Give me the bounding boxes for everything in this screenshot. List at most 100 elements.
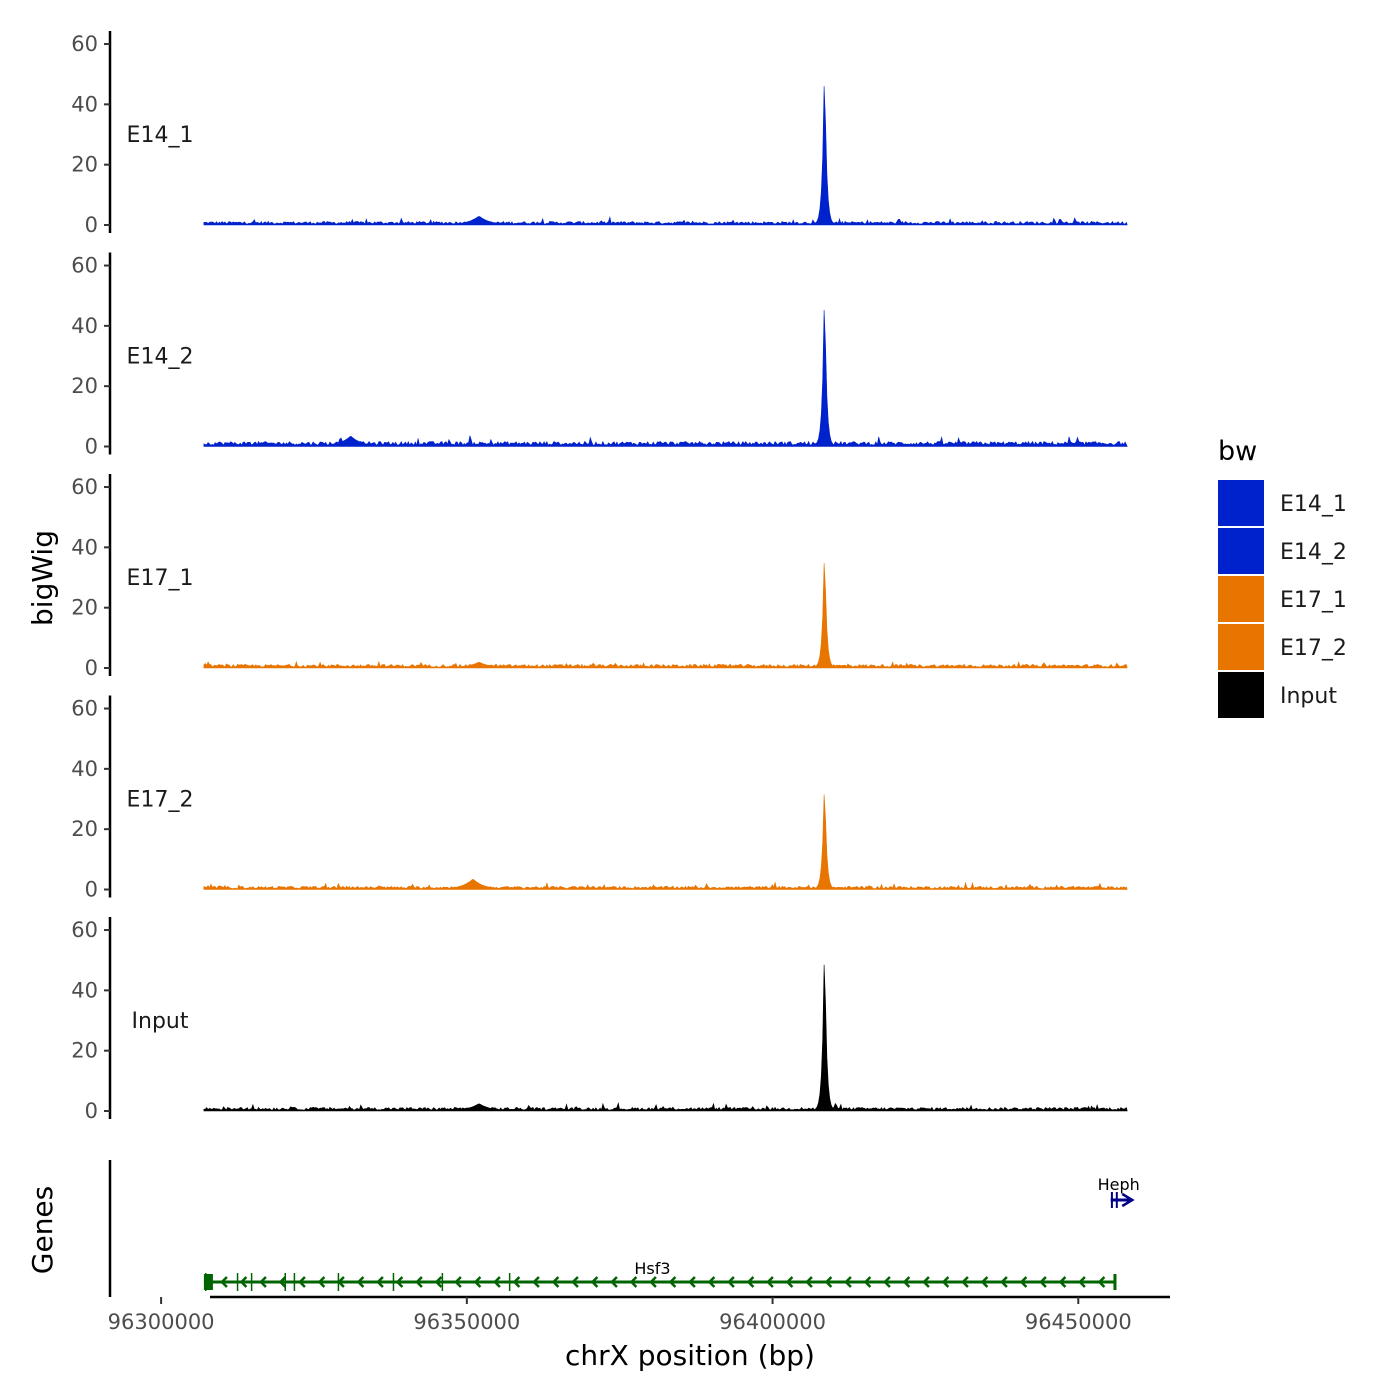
track-label-E14_1: E14_1 (127, 123, 194, 148)
track-label-Input: Input (132, 1009, 189, 1034)
y-tick-label-E14_2-60: 60 (71, 254, 98, 278)
legend-swatch-E17_2 (1218, 624, 1264, 670)
y-tick-label-E17_2-20: 20 (71, 817, 98, 841)
gene-strand-arrow-Hsf3 (551, 1276, 560, 1288)
y-tick-label-E14_2-0: 0 (85, 435, 98, 459)
x-axis-title: chrX position (bp) (565, 1339, 815, 1372)
gene-strand-arrow-Hsf3 (571, 1276, 579, 1288)
legend: bw E14_1 E14_2 E17_1 E17_2 Input (1218, 436, 1347, 718)
y-tick-label-E17_1-60: 60 (71, 475, 98, 499)
gene-strand-arrow-Hsf3 (473, 1276, 482, 1288)
gene-strand-arrow-Hsf3 (532, 1276, 540, 1288)
signal-tracks: 0 20 40 60 E14_1 0 20 40 60 E14_2 0 20 40 60 E17_1 0 20 4… (71, 31, 1128, 1123)
track-E14_2: 0 20 40 60 E14_2 (71, 252, 1128, 459)
gene-strand-arrow-Hsf3 (278, 1276, 287, 1288)
gene-strand-arrow-Hsf3 (707, 1276, 716, 1288)
track-label-E17_1: E17_1 (127, 566, 194, 591)
y-tick-label-Input-40: 40 (71, 978, 98, 1002)
legend-swatch-E17_1 (1218, 576, 1264, 622)
gene-strand-arrow-Hsf3 (590, 1276, 599, 1288)
gene-strand-arrow-Hsf3 (688, 1276, 696, 1288)
gene-strand-arrow-Hsf3 (902, 1276, 911, 1288)
legend-swatch-E14_1 (1218, 480, 1264, 526)
gene-strand-arrow-Hsf3 (629, 1276, 638, 1288)
gene-strand-arrow-Hsf3 (863, 1276, 872, 1288)
gene-strand-arrow-Hsf3 (766, 1276, 774, 1288)
signal-area-E14_1 (203, 86, 1128, 226)
gene-strand-arrow-Hsf3 (337, 1276, 345, 1288)
x-axis: 96300000 96350000 96400000 96450000 (108, 1295, 1170, 1334)
gene-strand-arrow-Hsf3 (259, 1276, 267, 1288)
gene-strand-arrow-Hsf3 (376, 1276, 384, 1288)
y-tick-label-E17_2-60: 60 (71, 697, 98, 721)
gene-strand-arrow-Hsf3 (298, 1276, 306, 1288)
gene-strand-arrow-Hsf3 (1058, 1276, 1067, 1288)
gene-strand-arrow-Hsf3 (805, 1276, 813, 1288)
gene-label-Hsf3: Hsf3 (634, 1259, 670, 1278)
gene-strand-arrow-Hsf3 (415, 1276, 423, 1288)
gene-strand-arrow-Hsf3 (961, 1276, 969, 1288)
gene-strand-arrow-Hsf3 (493, 1276, 501, 1288)
x-tick-label-96350000: 96350000 (413, 1310, 520, 1334)
gene-strand-arrow-Hsf3 (317, 1276, 326, 1288)
y-tick-label-E17_2-40: 40 (71, 757, 98, 781)
genes-axis-title: Genes (26, 1186, 59, 1274)
x-tick-label-96450000: 96450000 (1025, 1310, 1132, 1334)
gene-strand-arrow-Hsf3 (1019, 1276, 1028, 1288)
legend-swatch-Input (1218, 672, 1264, 718)
track-label-E17_2: E17_2 (127, 788, 194, 813)
gene-strand-arrow-Hsf3 (922, 1276, 930, 1288)
gene-strand-arrow-Hsf3 (434, 1276, 443, 1288)
legend-label-Input: Input (1280, 684, 1337, 709)
signal-area-E17_2 (203, 794, 1128, 890)
gene-strand-arrow-Hsf3 (649, 1276, 657, 1288)
gene-strand-arrow-Hsf3 (727, 1276, 735, 1288)
gene-strand-arrow-Hsf3 (1078, 1276, 1086, 1288)
y-tick-label-E14_1-60: 60 (71, 32, 98, 56)
track-E17_2: 0 20 40 60 E17_2 (71, 695, 1128, 902)
gene-strand-arrow-Hsf3 (824, 1276, 833, 1288)
gene-strand-arrow-Hsf3 (668, 1276, 677, 1288)
gene-strand-arrow-Hsf3 (1000, 1276, 1008, 1288)
legend-label-E14_2: E14_2 (1280, 540, 1347, 565)
gene-strand-arrow-Hsf3 (746, 1276, 755, 1288)
y-axis-title: bigWig (26, 530, 59, 626)
y-tick-label-Input-20: 20 (71, 1039, 98, 1063)
genes-panel: Hsf3 Heph (108, 1160, 1140, 1297)
y-tick-label-E14_2-40: 40 (71, 314, 98, 338)
legend-label-E17_2: E17_2 (1280, 636, 1347, 661)
signal-area-Input (203, 964, 1128, 1112)
y-tick-label-E17_1-0: 0 (85, 656, 98, 680)
gene-strand-arrow-Hsf3 (785, 1276, 794, 1288)
gene-strand-arrow-Hsf3 (941, 1276, 950, 1288)
legend-swatch-E14_2 (1218, 528, 1264, 574)
track-Input: 0 20 40 60 Input (71, 917, 1128, 1123)
gene-strand-arrow-Hsf3 (395, 1276, 404, 1288)
gene-strand-arrow-Heph (1121, 1192, 1135, 1208)
gene-strand-arrow-Hsf3 (844, 1276, 852, 1288)
gene-label-Heph: Heph (1098, 1175, 1140, 1194)
gene-strand-arrow-Hsf3 (1097, 1276, 1106, 1288)
y-tick-label-E17_1-20: 20 (71, 596, 98, 620)
signal-area-E14_2 (203, 309, 1128, 447)
y-tick-label-E14_1-20: 20 (71, 153, 98, 177)
gene-strand-arrow-Hsf3 (980, 1276, 989, 1288)
y-tick-label-E14_2-20: 20 (71, 374, 98, 398)
y-tick-label-Input-60: 60 (71, 918, 98, 942)
gene-strand-arrow-Hsf3 (454, 1276, 462, 1288)
track-E14_1: 0 20 40 60 E14_1 (71, 31, 1128, 237)
gene-strand-arrow-Hsf3 (220, 1276, 228, 1288)
y-tick-label-E14_1-0: 0 (85, 213, 98, 237)
gene-strand-arrow-Hsf3 (239, 1276, 248, 1288)
gene-strand-arrow-Hsf3 (356, 1276, 365, 1288)
legend-title: bw (1218, 436, 1257, 467)
signal-area-E17_1 (203, 563, 1128, 669)
gene-strand-arrow-Hsf3 (1039, 1276, 1047, 1288)
gene-Hsf3: Hsf3 (203, 1259, 1117, 1291)
x-tick-label-96400000: 96400000 (719, 1310, 826, 1334)
gene-strand-arrow-Hsf3 (883, 1276, 891, 1288)
y-tick-label-E17_1-40: 40 (71, 535, 98, 559)
y-tick-label-E14_1-40: 40 (71, 92, 98, 116)
legend-label-E14_1: E14_1 (1280, 492, 1347, 517)
